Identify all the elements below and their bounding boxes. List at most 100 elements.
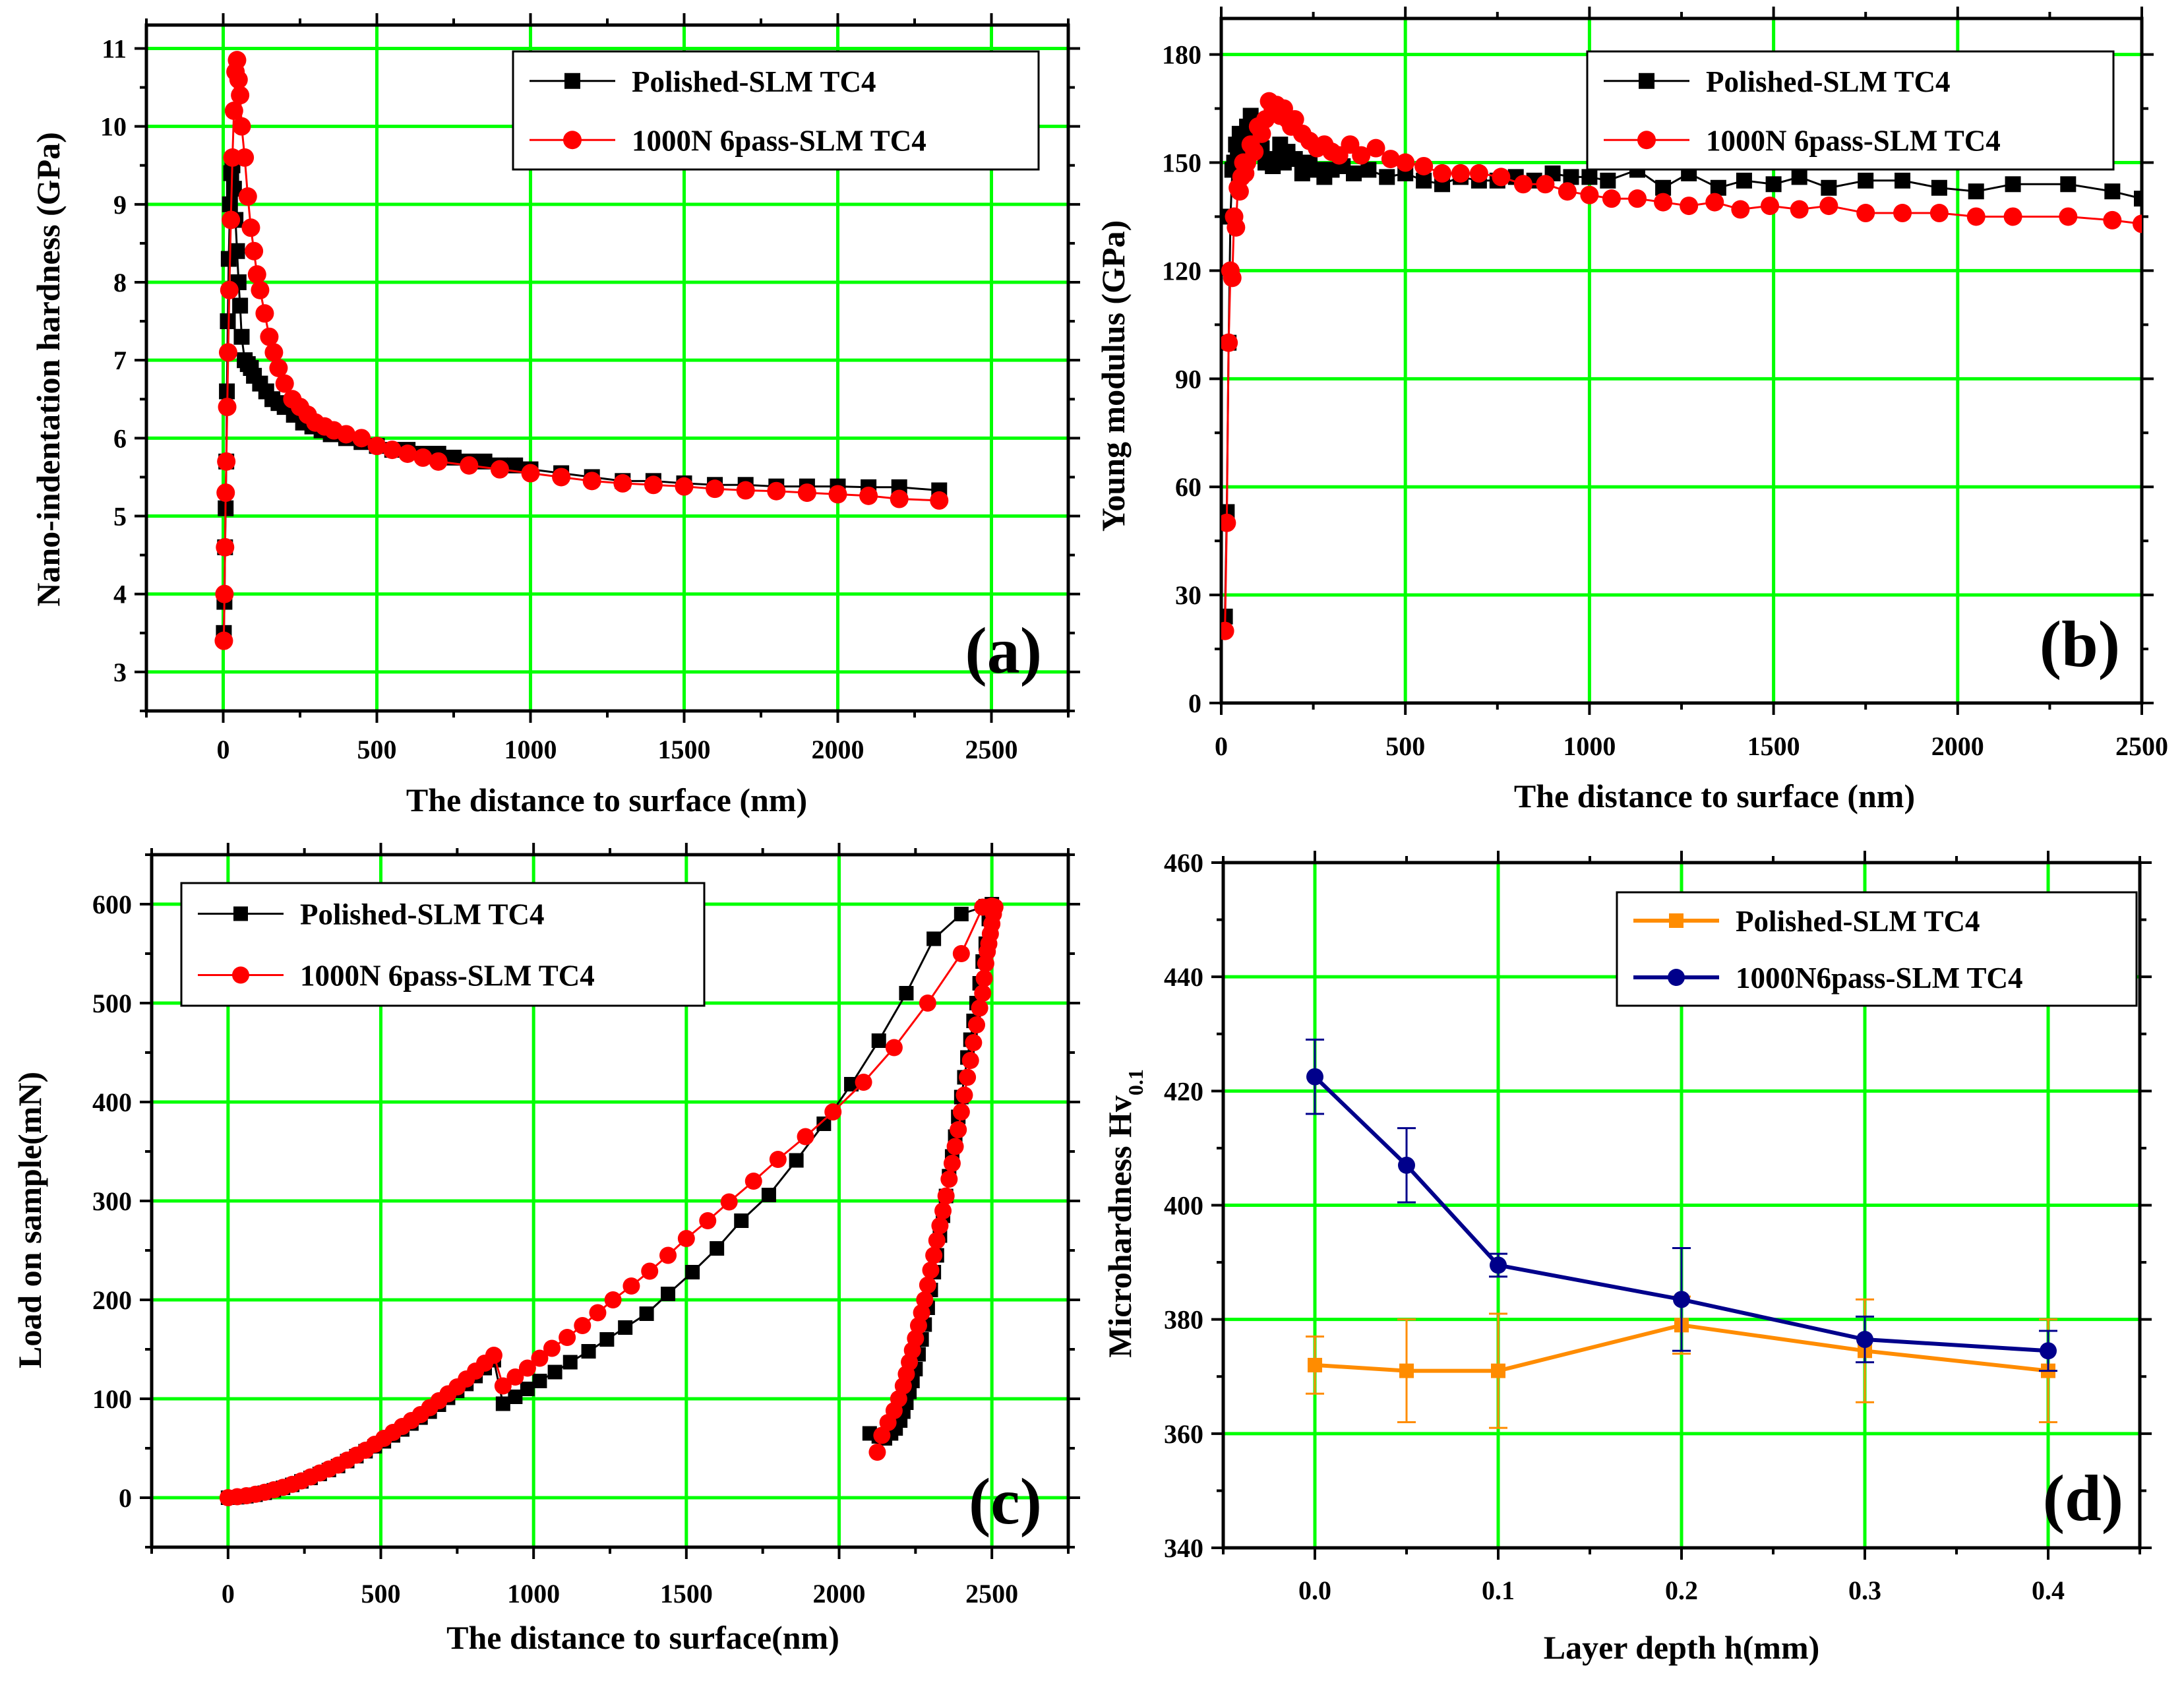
- y-tick-label: 460: [1164, 848, 1203, 878]
- data-point: [2003, 207, 2022, 226]
- panel-a: 0 500 1000 1500 2000 2500 3 4 5 6 7 8 9 10 11 The dista…: [30, 13, 1080, 818]
- data-point: [275, 374, 294, 393]
- data-point: [699, 1212, 717, 1229]
- data-point: [937, 1187, 955, 1205]
- data-point: [508, 1390, 523, 1404]
- ticks: [1209, 7, 2154, 715]
- data-point: [589, 1304, 607, 1322]
- data-point: [215, 584, 234, 603]
- data-point: [604, 1291, 622, 1308]
- data-point: [661, 1287, 676, 1301]
- data-point: [1600, 172, 1616, 189]
- data-point: [218, 343, 237, 362]
- data-point: [216, 537, 235, 557]
- x-tick-label: 500: [357, 735, 397, 764]
- data-point: [269, 359, 288, 377]
- x-tick-label: 0: [222, 1579, 235, 1608]
- x-tick-label: 0.2: [1665, 1576, 1698, 1605]
- data-point: [928, 1232, 946, 1249]
- ticks: [140, 843, 1080, 1559]
- data-point: [1705, 193, 1724, 212]
- legend-label: 1000N6pass-SLM TC4: [1736, 962, 2023, 995]
- x-tick-label: 0: [1215, 731, 1228, 761]
- legend-marker: [1637, 131, 1656, 150]
- legend: Polished-SLM TC4 1000N6pass-SLM TC4: [1616, 891, 2138, 1007]
- y-tick-label: 200: [92, 1285, 132, 1315]
- data-point: [1433, 164, 1452, 183]
- series-group: [214, 51, 949, 650]
- data-point: [247, 265, 266, 284]
- y-tick-label: 120: [1162, 256, 1201, 286]
- y-axis-label: Young modulus (GPa): [1095, 220, 1132, 532]
- data-point: [879, 1414, 897, 1431]
- data-point: [613, 474, 632, 493]
- data-point: [214, 631, 233, 650]
- legend-marker: [1639, 73, 1654, 89]
- y-tick-label: 60: [1175, 472, 1201, 502]
- data-point: [2104, 183, 2121, 200]
- data-point: [531, 1349, 549, 1367]
- data-point: [1893, 204, 1912, 223]
- y-tick-label: 6: [113, 423, 127, 453]
- legend-label: 1000N 6pass-SLM TC4: [1706, 124, 2001, 157]
- legend-label: Polished-SLM TC4: [1706, 65, 1950, 98]
- y-tick-label: 420: [1164, 1076, 1203, 1106]
- data-point: [495, 1396, 510, 1411]
- legend-marker: [563, 131, 582, 150]
- data-point: [1680, 197, 1699, 216]
- data-point: [968, 1016, 985, 1033]
- data-point: [769, 1151, 787, 1168]
- series-2: [219, 898, 1004, 1506]
- data-point: [1821, 179, 1837, 196]
- y-tick-label: 360: [1164, 1419, 1203, 1449]
- data-point: [734, 1213, 749, 1228]
- data-point: [224, 102, 243, 120]
- data-point: [2059, 207, 2078, 226]
- x-tick-label: 0: [217, 735, 230, 764]
- x-tick-label: 2000: [1931, 731, 1984, 761]
- y-tick-label: 100: [92, 1384, 132, 1414]
- legend-marker: [233, 906, 248, 921]
- data-point: [1285, 109, 1304, 129]
- y-tick-label: 9: [113, 190, 127, 220]
- data-point: [264, 343, 284, 362]
- y-tick-label: 600: [92, 890, 132, 919]
- panel-label: (c): [969, 1465, 1042, 1538]
- y-tick-label: 90: [1175, 364, 1201, 394]
- data-point: [1252, 124, 1271, 143]
- data-point: [518, 1359, 536, 1377]
- data-point: [1761, 197, 1780, 216]
- x-tick-label: 2000: [813, 1579, 866, 1608]
- series-group: [1306, 1038, 2057, 1429]
- data-point: [1490, 1256, 1507, 1274]
- data-point: [931, 1217, 949, 1235]
- data-point: [547, 1364, 562, 1380]
- data-point: [559, 1329, 576, 1346]
- data-point: [761, 1188, 776, 1202]
- data-point: [797, 483, 816, 503]
- data-point: [873, 1426, 891, 1444]
- data-point: [1398, 1156, 1415, 1174]
- data-point: [228, 51, 247, 70]
- legend-marker: [1669, 913, 1684, 928]
- data-point: [1856, 1330, 1873, 1348]
- data-point: [961, 1052, 979, 1069]
- x-tick-label: 500: [1385, 731, 1425, 761]
- data-point: [1451, 164, 1470, 183]
- x-tick-label: 2000: [812, 735, 864, 764]
- x-tick-label: 1500: [660, 1579, 713, 1608]
- data-point: [229, 243, 245, 259]
- data-point: [862, 1426, 877, 1441]
- data-point: [245, 241, 264, 260]
- y-tick-label: 340: [1164, 1533, 1203, 1563]
- data-point: [710, 1241, 725, 1256]
- data-point: [844, 1077, 859, 1091]
- data-point: [1230, 182, 1249, 201]
- data-point: [238, 187, 257, 206]
- data-point: [232, 297, 249, 314]
- data-point: [934, 1202, 952, 1219]
- data-point: [890, 489, 909, 508]
- data-point: [1221, 513, 1236, 532]
- y-tick-label: 30: [1175, 580, 1201, 610]
- data-point: [1221, 621, 1234, 640]
